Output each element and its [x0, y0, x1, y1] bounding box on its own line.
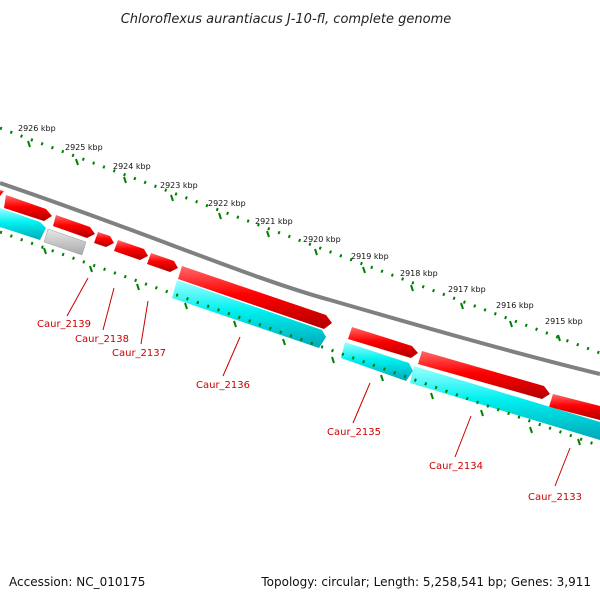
gene-label: Caur_2133	[528, 492, 582, 503]
kbp-label: 2918 kbp	[400, 269, 438, 278]
kbp-label: 2920 kbp	[303, 235, 341, 244]
ruler-tick	[362, 266, 366, 274]
gene-label: Caur_2137	[112, 348, 166, 359]
kbp-label: 2916 kbp	[496, 301, 534, 310]
gene-label: Caur_2135	[327, 427, 381, 438]
gene-leader-line	[140, 300, 149, 345]
forward-gene-arrow	[53, 215, 95, 238]
forward-gene-arrow	[418, 351, 550, 399]
forward-gene-arrow	[178, 266, 332, 329]
ruler-tick	[314, 248, 318, 256]
ruler-tick	[218, 212, 222, 220]
gene-leader-line	[102, 287, 115, 331]
inner-ruler-tick	[331, 356, 335, 364]
inner-ruler-tick	[380, 374, 384, 382]
inner-ruler-tick	[89, 265, 93, 273]
kbp-label: 2923 kbp	[160, 181, 198, 190]
reverse-gene-arrow	[172, 280, 326, 348]
accession-text: Accession: NC_010175	[9, 575, 145, 589]
kbp-labels: 2926 kbp 2925 kbp 2924 kbp 2923 kbp 2922…	[18, 124, 583, 326]
gene-leader-line	[222, 336, 241, 377]
outer-ruler-dots	[0, 126, 600, 355]
genome-summary-text: Topology: circular; Length: 5,258,541 bp…	[260, 575, 591, 589]
other-feature	[43, 228, 87, 256]
gene-label: Caur_2139	[37, 319, 91, 330]
map-title: Chloroflexus aurantiacus J-10-fl, comple…	[121, 12, 452, 27]
inner-ruler-tick	[136, 283, 140, 291]
forward-gene-arrow	[147, 253, 178, 272]
kbp-label: 2924 kbp	[113, 162, 151, 171]
forward-gene-arrow	[94, 232, 114, 247]
inner-ruler-tick	[282, 338, 286, 346]
inner-ruler-tick	[577, 438, 581, 446]
ruler-tick	[557, 334, 561, 342]
ruler-tick	[75, 158, 79, 166]
inner-ruler-tick	[43, 247, 47, 255]
reverse-gene-arrow	[0, 208, 46, 240]
reverse-gene-arrow	[410, 366, 600, 440]
gene-label: Caur_2136	[196, 380, 250, 391]
inner-ruler-tick	[430, 392, 434, 400]
ruler-tick	[27, 140, 31, 148]
kbp-label: 2922 kbp	[208, 199, 246, 208]
inner-ruler-tick	[184, 302, 188, 310]
gene-label-leaders	[66, 277, 571, 487]
kbp-label: 2917 kbp	[448, 285, 486, 294]
forward-gene-arrow	[348, 327, 418, 358]
gene-leader-line	[66, 277, 89, 317]
forward-strand-genes	[0, 190, 600, 420]
ruler-tick	[509, 320, 513, 328]
gene-labels: Caur_2139 Caur_2138 Caur_2137 Caur_2136 …	[37, 319, 582, 503]
forward-gene-arrow	[4, 195, 52, 221]
reverse-gene-arrow	[341, 342, 413, 381]
inner-ruler-tick	[233, 320, 237, 328]
gene-leader-line	[352, 382, 371, 424]
forward-gene-arrow	[0, 190, 4, 196]
genome-backbone	[0, 181, 600, 376]
kbp-label: 2921 kbp	[255, 217, 293, 226]
outer-ruler	[0, 126, 600, 355]
kbp-label: 2919 kbp	[351, 252, 389, 261]
inner-ruler-tick	[529, 426, 533, 434]
kbp-label: 2915 kbp	[545, 317, 583, 326]
gene-label: Caur_2138	[75, 334, 129, 345]
gene-leader-line	[554, 447, 571, 487]
reverse-strand-genes	[0, 208, 600, 440]
forward-gene-arrow	[549, 394, 600, 420]
ruler-tick	[123, 176, 127, 184]
kbp-label: 2925 kbp	[65, 143, 103, 152]
gene-label: Caur_2134	[429, 461, 483, 472]
forward-gene-arrow	[114, 240, 148, 260]
inner-ruler	[0, 230, 600, 448]
kbp-label: 2926 kbp	[18, 124, 56, 133]
ruler-tick	[170, 194, 174, 202]
inner-ruler-tick	[480, 409, 484, 417]
ruler-tick	[410, 284, 414, 292]
gene-leader-line	[454, 415, 472, 458]
ruler-tick	[266, 230, 270, 238]
ruler-tick	[460, 302, 464, 310]
